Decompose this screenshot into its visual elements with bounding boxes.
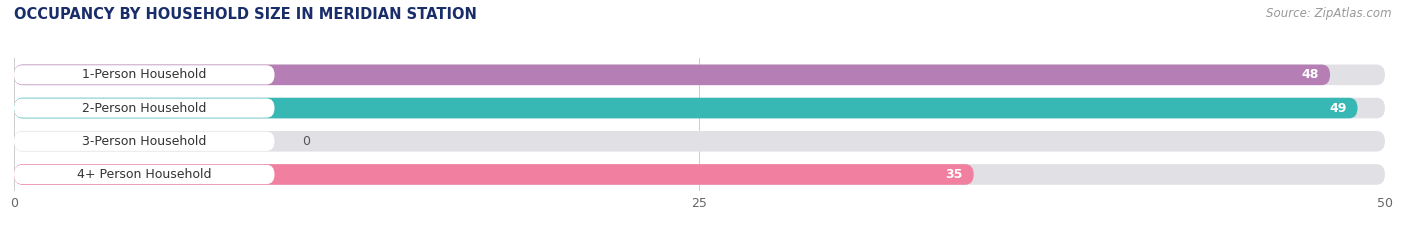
Text: OCCUPANCY BY HOUSEHOLD SIZE IN MERIDIAN STATION: OCCUPANCY BY HOUSEHOLD SIZE IN MERIDIAN … bbox=[14, 7, 477, 22]
FancyBboxPatch shape bbox=[14, 65, 1330, 85]
Text: 48: 48 bbox=[1302, 68, 1319, 81]
Text: Source: ZipAtlas.com: Source: ZipAtlas.com bbox=[1267, 7, 1392, 20]
Text: 4+ Person Household: 4+ Person Household bbox=[77, 168, 211, 181]
FancyBboxPatch shape bbox=[14, 98, 1385, 118]
FancyBboxPatch shape bbox=[14, 98, 1358, 118]
FancyBboxPatch shape bbox=[14, 132, 274, 151]
FancyBboxPatch shape bbox=[14, 65, 274, 85]
Text: 2-Person Household: 2-Person Household bbox=[82, 102, 207, 115]
Text: 35: 35 bbox=[945, 168, 963, 181]
FancyBboxPatch shape bbox=[14, 131, 1385, 151]
Text: 1-Person Household: 1-Person Household bbox=[82, 68, 207, 81]
FancyBboxPatch shape bbox=[14, 165, 274, 184]
FancyBboxPatch shape bbox=[14, 65, 1385, 85]
Text: 49: 49 bbox=[1329, 102, 1347, 115]
FancyBboxPatch shape bbox=[14, 98, 274, 118]
FancyBboxPatch shape bbox=[14, 164, 973, 185]
Text: 0: 0 bbox=[302, 135, 309, 148]
FancyBboxPatch shape bbox=[14, 164, 1385, 185]
Text: 3-Person Household: 3-Person Household bbox=[82, 135, 207, 148]
